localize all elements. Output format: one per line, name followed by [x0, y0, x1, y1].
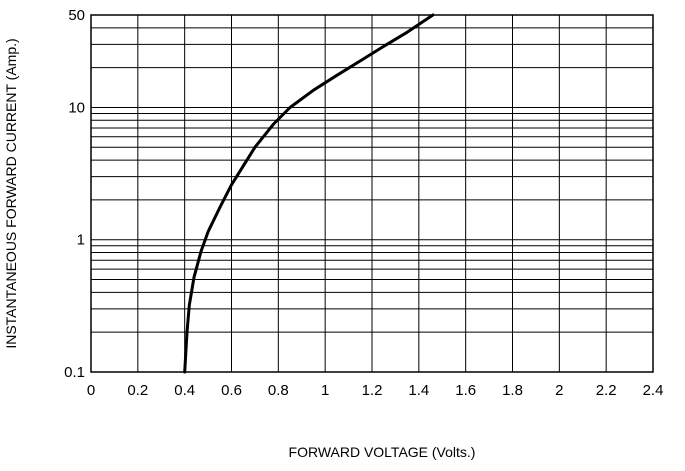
y-tick-label: 1 [77, 232, 85, 249]
x-tick-label: 2.2 [596, 382, 617, 399]
x-tick-label: 0.6 [221, 382, 242, 399]
x-tick-label: 2.4 [643, 382, 664, 399]
x-tick-label: 0.2 [127, 382, 148, 399]
grid [91, 15, 653, 372]
x-tick-label: 0.4 [174, 382, 195, 399]
tick-labels: 0 0.2 0.4 0.6 0.8 1 1.2 1.4 1.6 1.8 2 2.2 2.4 0.1 1 10 5… [64, 7, 663, 399]
series-layer [183, 13, 435, 374]
x-tick-label: 1.4 [408, 382, 429, 399]
x-tick-label: 1 [321, 382, 329, 399]
x-tick-label: 2 [555, 382, 563, 399]
x-tick-label: 1.2 [362, 382, 383, 399]
y-tick-label: 50 [68, 7, 85, 24]
plot-frame [90, 14, 654, 373]
y-tick-label: 0.1 [64, 364, 85, 381]
x-axis-label: FORWARD VOLTAGE (Volts.) [289, 444, 476, 460]
x-tick-label: 0.8 [268, 382, 289, 399]
series-line [183, 13, 435, 374]
x-tick-label: 1.6 [455, 382, 476, 399]
x-tick-label: 0 [87, 382, 95, 399]
y-axis-label: INSTANTANEOUS FORWARD CURRENT (Amp.) [3, 38, 19, 348]
y-tick-label: 10 [68, 99, 85, 116]
x-tick-label: 1.8 [502, 382, 523, 399]
